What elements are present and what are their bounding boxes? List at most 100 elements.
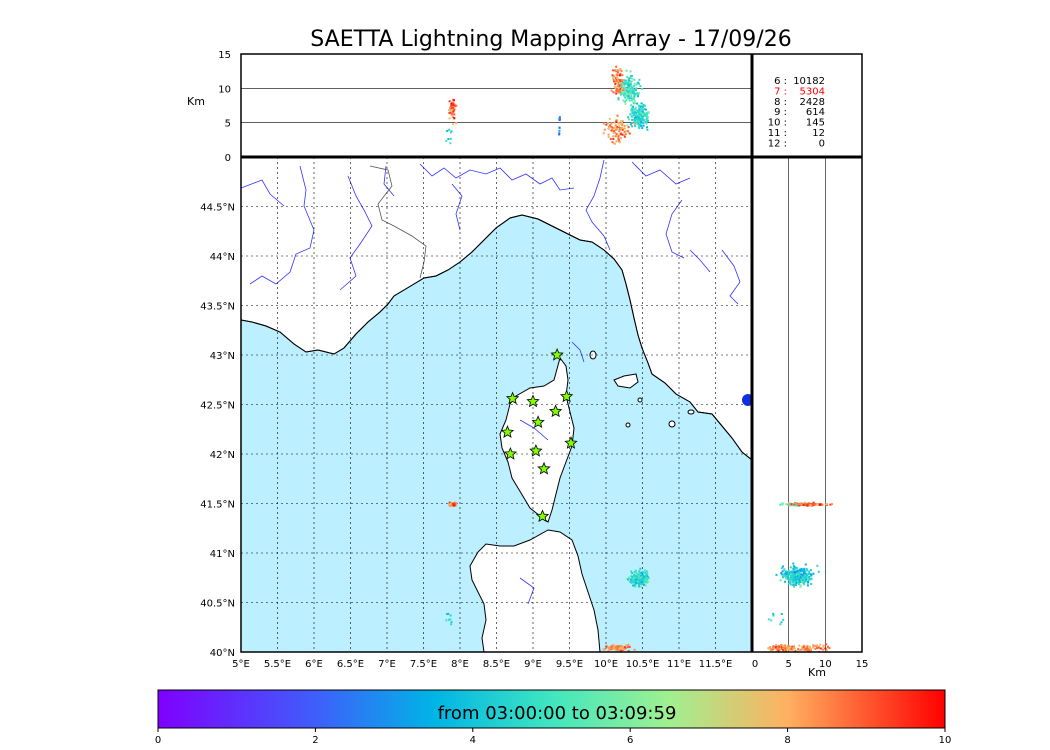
lightning-source-alt-lat: [809, 569, 812, 572]
lightning-source-lon-alt: [445, 139, 448, 142]
lightning-source: [445, 619, 448, 622]
lightning-source-lon-alt: [641, 115, 644, 118]
lightning-source-alt-lat: [797, 503, 800, 506]
lightning-source-alt-lat: [819, 643, 822, 646]
lightning-source-lon-alt: [627, 126, 630, 129]
elba-island: [613, 373, 639, 389]
lightning-source-lon-alt: [638, 82, 641, 85]
lightning-source-lon-alt: [629, 75, 632, 78]
lightning-source-lon-alt: [643, 121, 646, 124]
lightning-source-alt-lat: [797, 648, 800, 651]
lightning-source-lon-alt: [642, 103, 645, 106]
lightning-source-lon-alt: [558, 119, 561, 122]
lightning-source-lon-alt: [615, 127, 618, 130]
lightning-source-alt-lat: [795, 574, 798, 577]
lightning-source-alt-lat: [792, 565, 795, 568]
lightning-source-alt-lat: [772, 614, 775, 617]
panel-frames: [240, 53, 863, 653]
lightning-source-lon-alt: [622, 89, 625, 92]
lightning-source-lon-alt: [450, 104, 453, 107]
lightning-source-lon-alt: [647, 111, 650, 114]
lightning-source-alt-lat: [788, 576, 791, 579]
lightning-source: [635, 578, 638, 581]
lightning-source-alt-lat: [793, 566, 796, 569]
station-star: [559, 389, 574, 403]
lightning-source-lon-alt: [626, 90, 629, 93]
lightning-source-lon-alt: [641, 122, 644, 125]
lightning-source-alt-lat: [798, 644, 801, 647]
lma-stations: [500, 347, 578, 523]
lightning-source-lon-alt: [614, 135, 617, 138]
lightning-source: [446, 613, 449, 616]
lightning-source: [447, 503, 450, 506]
right-panel-sources: [767, 501, 834, 652]
lightning-source-lon-alt: [453, 116, 456, 119]
lightning-source-alt-lat: [777, 645, 780, 648]
lightning-source-alt-lat: [812, 644, 815, 647]
lightning-source-lon-alt: [623, 135, 626, 138]
lightning-source-lon-alt: [610, 125, 613, 128]
lightning-source-lon-alt: [615, 70, 618, 73]
lightning-source-alt-lat: [772, 612, 775, 615]
lightning-source-lon-alt: [645, 112, 648, 115]
lightning-source-alt-lat: [779, 503, 782, 506]
lightning-source: [638, 570, 641, 573]
station-star: [548, 404, 563, 418]
lightning-source-lon-alt: [629, 76, 632, 79]
lightning-source-lon-alt: [623, 127, 626, 130]
lightning-source-lon-alt: [635, 109, 638, 112]
lightning-source-lon-alt: [628, 118, 631, 121]
lightning-source-lon-alt: [637, 92, 640, 95]
lightning-source-alt-lat: [803, 571, 806, 574]
lightning-source-alt-lat: [803, 574, 806, 577]
lat-tick-label: 40.5°N: [200, 599, 235, 610]
station-count-value: 145: [806, 118, 825, 129]
lightning-source: [602, 648, 605, 651]
lightning-source-alt-lat: [783, 568, 786, 571]
right-km-label: Km: [808, 666, 826, 679]
lightning-source-lon-alt: [638, 115, 641, 118]
lightning-source-lon-alt: [622, 99, 625, 102]
lightning-source: [449, 504, 452, 507]
lightning-source-alt-lat: [798, 570, 801, 573]
lightning-source-lon-alt: [612, 135, 615, 138]
lon-tick-label: 6°E: [305, 659, 323, 670]
lightning-source-lon-alt: [637, 116, 640, 119]
lon-tick-label: 5.5°E: [264, 659, 291, 670]
lightning-source-lon-alt: [636, 120, 639, 123]
lightning-source-alt-lat: [805, 578, 808, 581]
station-count-label: 10 :: [768, 118, 787, 129]
station-star: [526, 394, 540, 408]
lightning-source-lon-alt: [641, 108, 644, 111]
lightning-source-alt-lat: [822, 645, 825, 648]
lightning-source-alt-lat: [802, 573, 805, 576]
lightning-source-lon-alt: [615, 133, 618, 136]
lightning-source: [638, 582, 641, 585]
lightning-source-lon-alt: [610, 129, 613, 132]
count-box-background: [752, 54, 862, 157]
lightning-source-alt-lat: [801, 569, 804, 572]
lightning-source-lon-alt: [448, 128, 451, 131]
lightning-source: [626, 646, 629, 649]
lightning-source-lon-alt: [629, 82, 632, 85]
lightning-source-lon-alt: [636, 95, 639, 98]
lightning-source-lon-alt: [631, 77, 634, 80]
lightning-source: [646, 575, 649, 578]
lightning-source: [641, 573, 644, 576]
lightning-source: [641, 576, 644, 579]
lightning-source-alt-lat: [786, 572, 789, 575]
lightning-source-lon-alt: [617, 137, 620, 140]
lightning-source-lon-alt: [641, 127, 644, 130]
lightning-source-alt-lat: [787, 503, 790, 506]
right-alt-tick: 5: [785, 659, 791, 670]
lightning-source: [634, 569, 637, 572]
lightning-source: [634, 583, 637, 586]
lightning-source-alt-lat: [793, 578, 796, 581]
right-alt-tick: 10: [819, 659, 832, 670]
station-star: [503, 446, 518, 460]
lightning-source-lon-alt: [450, 102, 453, 105]
lightning-source-alt-lat: [804, 579, 807, 582]
map-axis-ticks: 5°E 5.5°E 6°E 6.5°E 7°E 7.5°E 8°E 8.5°E 9°E 9.5°E…: [200, 203, 732, 671]
lightning-source-lon-alt: [639, 85, 642, 88]
